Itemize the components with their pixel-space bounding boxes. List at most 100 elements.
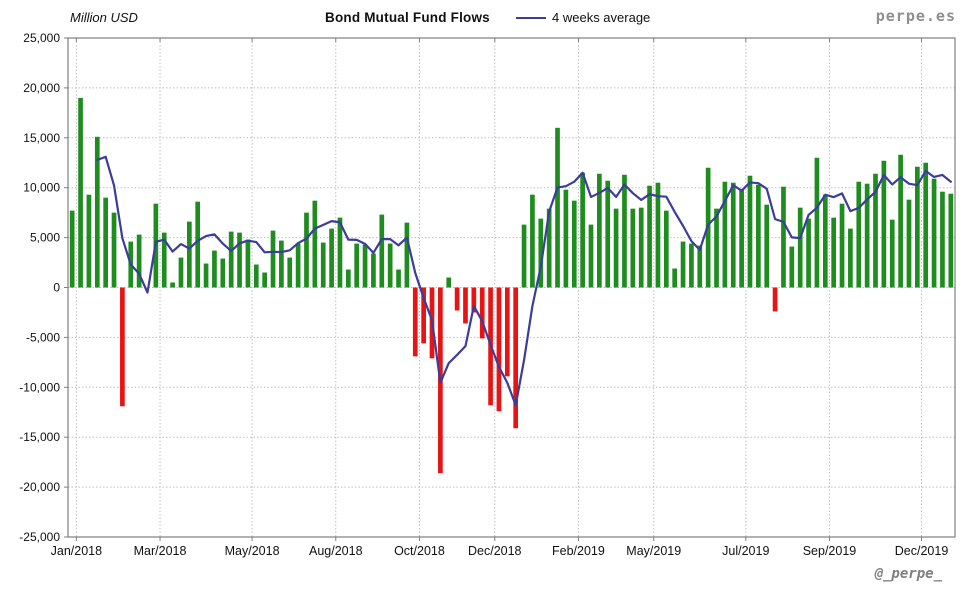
y-tick-label: 25,000 <box>23 31 60 45</box>
flow-bar <box>588 224 594 288</box>
y-axis-units-label: Million USD <box>70 10 138 25</box>
flow-bar <box>186 221 192 288</box>
flow-bar <box>195 201 201 288</box>
flow-bar <box>136 234 142 288</box>
flow-bar <box>856 181 862 288</box>
flow-bar <box>404 222 410 288</box>
flow-bar <box>948 193 954 288</box>
flow-bar <box>915 166 920 288</box>
flow-bar <box>78 97 83 288</box>
flow-bar <box>663 210 669 288</box>
x-tick-label: Dec/2018 <box>468 544 522 558</box>
x-tick-label: Mar/2018 <box>134 544 187 558</box>
flow-bar <box>245 239 251 288</box>
flow-bar <box>69 210 75 288</box>
flow-bar <box>295 243 301 288</box>
flow-bar <box>864 183 870 288</box>
flow-bar <box>906 199 912 288</box>
flow-bar <box>345 269 351 288</box>
flow-bar <box>94 136 100 288</box>
flow-bar <box>839 203 845 288</box>
flow-bar <box>622 174 627 288</box>
flow-bar <box>463 287 468 324</box>
flow-bar <box>446 277 452 288</box>
flow-bar <box>613 208 619 288</box>
legend-line-swatch <box>516 16 546 20</box>
flow-bar <box>889 219 895 288</box>
flow-bar <box>262 272 267 288</box>
flow-bar <box>396 269 401 288</box>
flow-bar <box>538 218 544 288</box>
flow-bar <box>680 241 686 288</box>
flow-bar <box>655 182 661 288</box>
flow-bar <box>873 173 878 288</box>
flow-bar <box>270 230 276 288</box>
flow-bar <box>412 287 418 357</box>
legend-label: 4 weeks average <box>552 10 651 25</box>
plot-border <box>67 37 956 538</box>
x-tick-label: Jul/2019 <box>722 544 769 558</box>
y-tick-label: 0 <box>53 281 60 295</box>
flow-bar <box>530 194 535 288</box>
legend: 4 weeks average <box>516 10 650 25</box>
x-tick-label: May/2018 <box>225 544 280 558</box>
flow-bar <box>580 172 585 288</box>
flow-bar <box>237 232 242 288</box>
x-tick-label: Sep/2019 <box>803 544 857 558</box>
flow-bar <box>471 287 477 313</box>
flow-bar <box>714 208 719 288</box>
watermark: @_perpe_ <box>874 566 942 582</box>
flow-bar <box>597 173 602 288</box>
flow-bar <box>697 245 703 288</box>
flow-bar <box>638 207 644 288</box>
flow-bar <box>647 185 652 288</box>
flow-bar <box>781 186 786 288</box>
y-tick-label: 20,000 <box>23 81 60 95</box>
x-tick-label: Dec/2019 <box>895 544 949 558</box>
flow-bar <box>563 189 569 288</box>
chart-title: Bond Mutual Fund Flows <box>325 10 490 25</box>
flow-bar <box>354 243 360 288</box>
flow-bar <box>747 175 753 288</box>
x-tick-label: May/2019 <box>626 544 681 558</box>
flow-bar <box>555 127 560 288</box>
flow-bar <box>881 160 887 288</box>
flow-bar <box>923 162 929 288</box>
flow-bar <box>279 240 284 288</box>
flow-bar <box>111 212 117 288</box>
x-tick-label: Oct/2018 <box>394 544 445 558</box>
x-tick-label: Aug/2018 <box>309 544 363 558</box>
y-tick-label: 10,000 <box>23 181 60 195</box>
flow-bar <box>797 207 803 288</box>
flow-bar <box>362 244 368 288</box>
flow-bar <box>371 253 376 288</box>
flow-bar <box>940 191 945 288</box>
x-tick-label: Jan/2018 <box>51 544 102 558</box>
flow-bar <box>103 197 108 288</box>
flow-bar <box>454 287 460 311</box>
flow-bar <box>170 282 175 288</box>
y-tick-label: -10,000 <box>19 380 60 394</box>
y-tick-label: 5,000 <box>30 231 60 245</box>
flow-bar <box>672 268 678 288</box>
flow-bar <box>421 287 426 344</box>
flow-bar <box>789 246 795 288</box>
flow-bar <box>689 243 694 288</box>
flow-bar <box>120 287 125 407</box>
flow-bar <box>387 243 393 288</box>
flow-bar <box>931 178 937 288</box>
flow-bar <box>212 250 217 288</box>
flow-bar <box>329 228 334 288</box>
flow-bar <box>630 208 636 288</box>
flow-bar <box>86 194 92 288</box>
flow-bar <box>496 287 502 412</box>
y-tick-label: -15,000 <box>19 430 60 444</box>
flow-bar <box>504 287 510 377</box>
flow-bar <box>831 217 837 288</box>
flow-bar <box>228 231 234 288</box>
y-tick-label: -20,000 <box>19 480 60 494</box>
flow-bar <box>304 212 309 288</box>
flow-bar <box>521 224 527 288</box>
y-tick-label: -5,000 <box>26 330 60 344</box>
